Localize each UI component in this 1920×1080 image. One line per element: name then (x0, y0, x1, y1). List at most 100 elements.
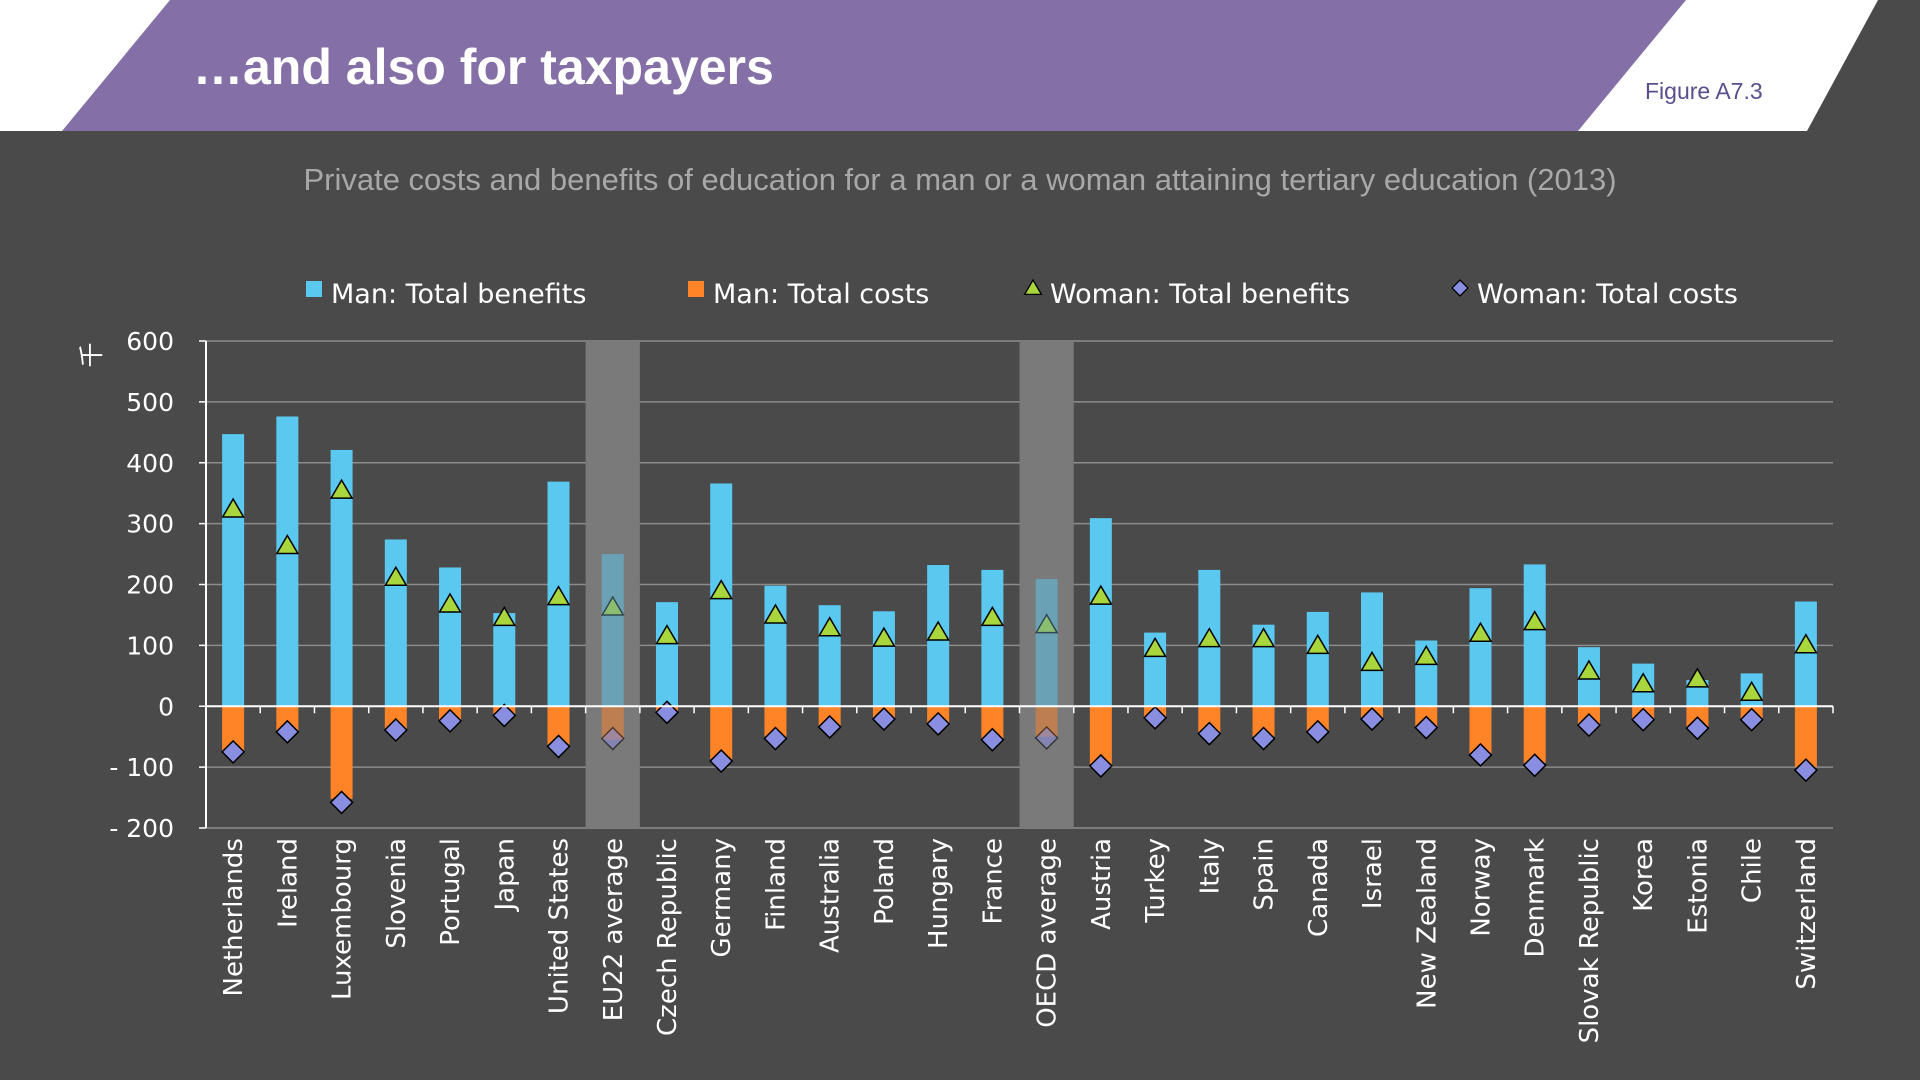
legend: Man: Total benefits Man: Total costs Woman… (306, 278, 1738, 310)
marker-woman-benefits (709, 579, 734, 600)
y-tick-label: 0 (158, 692, 174, 721)
header: …and also for taxpayers Figure A7.3 (0, 0, 1920, 131)
marker-woman-benefits (872, 626, 896, 647)
chart-title: Private costs and benefits of education … (303, 162, 1617, 197)
marker-woman-costs (492, 703, 517, 728)
slide-title: …and also for taxpayers (193, 39, 774, 95)
y-tick-label: 200 (126, 571, 174, 600)
x-category-label: France (978, 838, 1008, 924)
corner-accent (1807, 0, 1920, 131)
legend-label: Man: Total costs (713, 279, 929, 310)
bar-man-costs (981, 706, 1004, 739)
bar-man-benefits (1089, 518, 1112, 707)
legend-swatch-man-benefits (306, 281, 322, 297)
x-category-label: Slovenia (382, 838, 412, 949)
legend-label: Woman: Total benefits (1050, 279, 1350, 310)
bar-man-costs (1523, 706, 1546, 763)
x-category-label: Turkey (1141, 838, 1171, 924)
marker-woman-costs (546, 734, 571, 759)
y-tick-label: 500 (126, 388, 174, 417)
x-category-label: Chile (1738, 838, 1768, 903)
x-category-label: Israel (1358, 838, 1388, 909)
x-category-label: United States (545, 838, 575, 1014)
x-category-label: Finland (761, 838, 791, 931)
marker-woman-costs (1414, 715, 1439, 740)
x-category-label: Denmark (1521, 838, 1551, 958)
x-category-label: Luxembourg (328, 838, 358, 1000)
bar-man-benefits (1523, 564, 1546, 707)
bar-man-benefits (493, 613, 516, 707)
x-category-label: Australia (816, 838, 846, 953)
bar-man-costs (1198, 706, 1221, 733)
marker-woman-costs (1088, 753, 1113, 778)
x-category-label: New Zealand (1412, 838, 1442, 1009)
x-category-label: EU22 average (599, 838, 629, 1021)
x-category-label: Italy (1195, 838, 1225, 894)
marker-woman-benefits (763, 603, 788, 624)
marker-woman-benefits (1089, 584, 1113, 605)
marker-woman-benefits (1034, 613, 1059, 634)
title-banner (62, 0, 1686, 131)
marker-woman-costs (871, 706, 896, 732)
bar-man-benefits (384, 539, 407, 707)
axes: 600 500 400 300 200 100 0 - 100 - 200 Netherlands… (109, 327, 1834, 1043)
x-category-label: Portugal (436, 838, 466, 946)
x-category-label: Czech Republic (653, 838, 683, 1036)
legend-label: Woman: Total costs (1477, 279, 1738, 310)
marker-woman-costs (926, 711, 951, 736)
marker-woman-benefits (980, 605, 1005, 627)
bar-man-costs (547, 706, 570, 745)
marker-woman-benefits (1468, 621, 1493, 642)
y-tick-label: 100 (126, 631, 174, 660)
marker-woman-costs (1739, 707, 1764, 732)
bar-man-costs (1794, 706, 1817, 768)
bar-man-costs (1089, 706, 1112, 765)
marker-woman-benefits (926, 620, 950, 641)
legend-swatch-man-costs (688, 281, 704, 297)
marker-woman-costs (1522, 753, 1547, 778)
marker-woman-benefits (221, 497, 245, 518)
marker-woman-costs (437, 708, 463, 733)
marker-woman-benefits (492, 605, 517, 627)
marker-woman-benefits (1251, 627, 1276, 648)
figure-label: Figure A7.3 (1645, 78, 1763, 104)
marker-woman-benefits (1631, 672, 1655, 693)
marker-woman-benefits (1143, 636, 1167, 658)
bar-man-costs (601, 706, 624, 740)
y-tick-label: 400 (126, 449, 174, 478)
marker-woman-costs (275, 719, 300, 744)
marker-woman-costs (1359, 706, 1385, 732)
x-category-label: Netherlands (219, 838, 249, 997)
bar-man-costs (764, 706, 787, 737)
bar-man-benefits (1035, 579, 1058, 707)
marker-woman-costs (1034, 725, 1059, 750)
marker-woman-benefits (600, 595, 625, 616)
marker-woman-costs (1468, 742, 1493, 768)
marker-woman-costs (1685, 716, 1710, 741)
y-tick-label: - 100 (109, 753, 174, 782)
bar-man-costs (1469, 706, 1492, 754)
x-category-label: Switzerland (1792, 838, 1822, 990)
y-tick-label: - 200 (109, 814, 174, 843)
marker-woman-benefits (275, 534, 300, 555)
x-category-label: Estonia (1683, 838, 1713, 934)
marker-woman-costs (1793, 758, 1818, 783)
x-category-label: Slovak Republic (1575, 838, 1605, 1043)
marker-woman-costs (600, 726, 625, 751)
marker-woman-costs (1631, 707, 1656, 732)
marker-woman-benefits (1739, 680, 1764, 701)
marker-woman-costs (383, 717, 408, 743)
bar-man-benefits (655, 602, 678, 707)
x-category-label: Austria (1087, 838, 1117, 930)
marker-woman-benefits (1794, 633, 1818, 654)
y-axis-unit-label: 千 (77, 342, 106, 367)
marker-woman-benefits (546, 585, 571, 606)
x-category-label: Germany (707, 838, 737, 958)
marker-woman-benefits (655, 624, 679, 645)
header-banner-shape (62, 0, 1920, 131)
bar-man-costs (1035, 706, 1058, 737)
bar-man-benefits (276, 416, 299, 707)
marker-woman-costs (763, 726, 788, 751)
marker-woman-benefits (1577, 659, 1601, 680)
